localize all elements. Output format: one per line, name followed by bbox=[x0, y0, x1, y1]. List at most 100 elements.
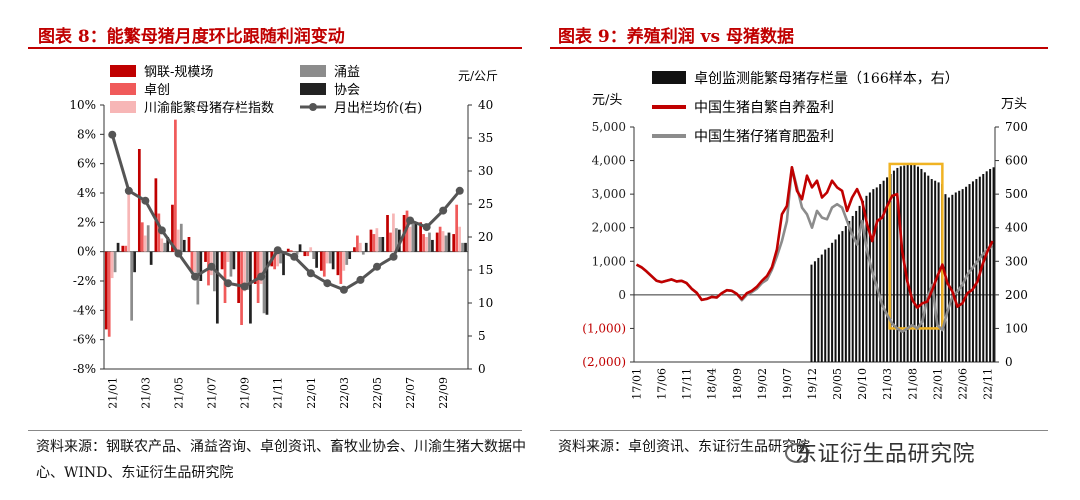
chart8-price-point bbox=[224, 279, 233, 288]
chart9-inventory-bar bbox=[824, 249, 827, 362]
chart8-bar bbox=[110, 251, 114, 279]
chart8-legend-label: 协会 bbox=[334, 83, 360, 98]
chart9-left-tick-label: 0 bbox=[618, 288, 626, 302]
chart8-bar bbox=[232, 251, 236, 270]
chart9-x-tick-label: 17/01 bbox=[631, 368, 644, 400]
chart9-right-tick-label: 500 bbox=[1005, 187, 1028, 201]
chart8-bar bbox=[389, 232, 392, 252]
chart8-bar bbox=[405, 210, 409, 252]
chart9-inventory-bar bbox=[868, 192, 871, 362]
chart8-bar bbox=[461, 242, 464, 252]
chart8-x-tick-label: 21/05 bbox=[172, 377, 185, 409]
chart8-bar bbox=[262, 251, 266, 314]
chart8-bar bbox=[386, 215, 389, 252]
chart8-price-point bbox=[389, 252, 398, 261]
chart8-x-tick-label: 22/05 bbox=[371, 377, 384, 409]
chart8-bar bbox=[246, 251, 249, 290]
chart9-inventory-bar bbox=[851, 215, 854, 362]
chart9-title-rule bbox=[550, 47, 1048, 49]
chart9-x-tick-label: 17/06 bbox=[656, 368, 669, 400]
chart9-left-tick-label: 2,000 bbox=[592, 221, 626, 235]
chart9-left-tick-label: 1,000 bbox=[592, 254, 626, 268]
chart8-bar bbox=[414, 222, 418, 252]
chart8-bar bbox=[306, 251, 310, 257]
chart9-right-tick-label: 700 bbox=[1005, 120, 1028, 134]
chart9-source: 资料来源：卓创资讯、东证衍生品研究院 bbox=[558, 439, 810, 455]
chart8-right-tick-label: 5 bbox=[478, 329, 486, 343]
chart8-bar bbox=[154, 178, 158, 252]
chart8-bar bbox=[199, 251, 203, 281]
chart9-inventory-bar bbox=[927, 175, 930, 362]
chart9-inventory-bar bbox=[961, 189, 964, 362]
chart8-price-point bbox=[124, 186, 133, 195]
chart8-bar bbox=[444, 235, 448, 252]
chart8-price-point bbox=[273, 246, 282, 255]
chart8-x-tick-label: 22/07 bbox=[404, 377, 417, 409]
chart8-legend-label: 钢联-规模场 bbox=[144, 65, 213, 80]
chart8-price-point bbox=[290, 252, 299, 261]
chart8-bar bbox=[229, 251, 233, 277]
chart8-bar bbox=[447, 232, 451, 252]
chart8-price-point bbox=[108, 130, 117, 139]
chart8-bar bbox=[137, 149, 141, 252]
chart9-legend-swatch bbox=[652, 71, 686, 84]
chart8-bar bbox=[322, 251, 326, 277]
chart8-left-tick-label: -2% bbox=[73, 274, 96, 288]
chart8-bar bbox=[289, 250, 293, 252]
chart8-price-point bbox=[323, 279, 332, 288]
chart8-x-tick-label: 22/09 bbox=[437, 377, 450, 409]
chart9-x-tick-label: 22/01 bbox=[931, 368, 944, 400]
chart8-bar bbox=[441, 231, 445, 252]
chart8-bar bbox=[243, 251, 246, 292]
chart8-price-point bbox=[422, 223, 431, 232]
chart8-bar bbox=[464, 242, 467, 252]
chart8-bar bbox=[190, 251, 194, 274]
chart9-inventory-bar bbox=[892, 170, 895, 362]
chart9-title: 图表 9：养殖利润 vs 母猪数据 bbox=[558, 27, 795, 47]
chart8-legend-swatch bbox=[110, 83, 136, 95]
chart9-legend-label: 中国生猪仔猪育肥盈利 bbox=[694, 129, 834, 145]
chart9-right-tick-label: 400 bbox=[1005, 221, 1028, 235]
chart8-bar bbox=[381, 237, 385, 252]
chart8-left-tick-label: 6% bbox=[77, 157, 96, 171]
chart8-bar bbox=[160, 238, 164, 252]
chart8-bar bbox=[127, 191, 131, 252]
chart8-bar bbox=[121, 245, 125, 252]
chart8-x-tick-label: 21/01 bbox=[106, 377, 119, 409]
chart8-bar bbox=[124, 245, 128, 252]
chart8-price-point bbox=[455, 186, 464, 195]
chart8-title-rule bbox=[28, 47, 522, 49]
chart8-bar bbox=[435, 232, 439, 252]
chart8-bar bbox=[176, 229, 180, 252]
chart8-bar bbox=[130, 251, 134, 321]
chart8-bar bbox=[375, 228, 379, 252]
chart8-bar bbox=[237, 251, 240, 303]
chart9-inventory-bar bbox=[820, 254, 823, 362]
chart9-inventory-bar bbox=[848, 221, 851, 362]
chart8-bar bbox=[259, 251, 263, 284]
chart8-left-tick-label: -8% bbox=[73, 362, 96, 376]
chart9-inventory-bar bbox=[896, 167, 899, 362]
chart9-inventory-bar bbox=[982, 174, 985, 362]
chart9-x-tick-label: 21/08 bbox=[906, 368, 919, 400]
chart8-bar bbox=[356, 235, 359, 252]
chart9-inventory-bar bbox=[985, 171, 988, 362]
chart9: 5,000 4,000 3,000 2,000 1,000 0 (1,000) (2,000)… bbox=[582, 71, 1028, 400]
chart8-bar bbox=[331, 251, 335, 270]
chart8-left-tick-label: 8% bbox=[77, 127, 96, 141]
chart9-inventory-bar bbox=[989, 168, 992, 362]
chart9-right-tick-label: 200 bbox=[1005, 288, 1028, 302]
chart8-bar bbox=[419, 222, 422, 252]
chart8-bar bbox=[220, 251, 224, 270]
chart9-left-tick-label: 4,000 bbox=[592, 154, 626, 168]
chart8-bar bbox=[438, 226, 442, 252]
chart9-left-tick-label: (1,000) bbox=[582, 321, 626, 335]
chart8-bar bbox=[353, 247, 356, 252]
chart8-right-tick-label: 0 bbox=[478, 362, 486, 376]
chart9-inventory-bar bbox=[813, 261, 816, 362]
chart8-right-tick-label: 15 bbox=[478, 263, 493, 277]
chart8-title: 图表 8：能繁母猪月度环比跟随利润变动 bbox=[38, 27, 345, 47]
chart8-bar bbox=[342, 251, 346, 271]
chart9-legend-label: 中国生猪自繁自养盈利 bbox=[694, 100, 834, 116]
chart8-bar bbox=[282, 251, 285, 276]
